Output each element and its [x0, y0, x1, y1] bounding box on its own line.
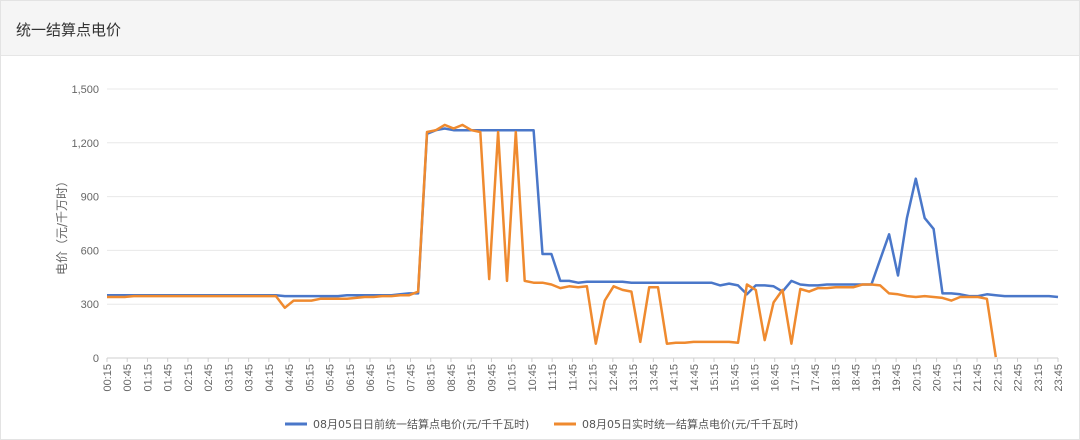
x-tick-label: 12:45 [608, 364, 620, 392]
x-tick-label: 03:45 [244, 364, 256, 392]
x-tick-label: 20:45 [932, 364, 944, 392]
legend-item-1[interactable]: 08月05日日前统一结算点电价(元/千千瓦时) [285, 417, 529, 431]
legend-item-2[interactable]: 08月05日实时统一结算点电价(元/千千瓦时) [554, 417, 798, 431]
x-tick-label: 14:15 [669, 364, 681, 392]
legend-label: 08月05日日前统一结算点电价(元/千千瓦时) [313, 417, 529, 431]
x-tick-label: 04:45 [284, 364, 296, 392]
x-tick-label: 23:45 [1053, 364, 1065, 392]
grid-lines [107, 88, 1058, 359]
y-axis-ticks: 0 300 600 900 1,200 1,500 [71, 84, 99, 365]
x-tick-label: 09:15 [466, 364, 478, 392]
series-line-1 [107, 127, 1059, 299]
x-tick-label: 13:15 [628, 364, 640, 392]
x-tick-label: 10:15 [507, 364, 519, 392]
y-tick-label: 600 [81, 245, 99, 257]
x-tick-label: 17:45 [810, 364, 822, 392]
x-tick-label: 21:45 [972, 364, 984, 392]
legend[interactable]: 08月05日日前统一结算点电价(元/千千瓦时) 08月05日实时统一结算点电价(元… [285, 417, 798, 431]
x-tick-label: 11:45 [567, 364, 579, 391]
panel-title: 统一结算点电价 [16, 21, 122, 39]
x-tick-label: 03:15 [223, 364, 235, 392]
x-tick-label: 08:15 [426, 364, 438, 392]
x-tick-label: 16:45 [770, 364, 782, 392]
x-tick-label: 06:45 [365, 364, 377, 392]
x-tick-label: 18:45 [851, 364, 863, 392]
x-tick-label: 22:45 [1013, 364, 1025, 392]
x-tick-label: 22:15 [992, 364, 1004, 392]
y-tick-label: 900 [81, 192, 99, 204]
x-tick-label: 16:15 [749, 364, 761, 392]
x-tick-label: 19:45 [891, 364, 903, 392]
x-tick-label: 15:15 [709, 364, 721, 392]
x-tick-label: 01:15 [142, 364, 154, 392]
x-tick-label: 10:45 [527, 364, 539, 392]
y-tick-label: 1,200 [71, 138, 99, 150]
x-tick-label: 01:45 [163, 364, 175, 392]
y-axis-title: 电价（元/千万时） [55, 175, 69, 275]
x-axis-ticks: 00:15 00:45 01:15 01:45 02:15 02:45 03:15 03:45… [102, 358, 1065, 392]
x-tick-label: 08:45 [446, 364, 458, 392]
legend-label: 08月05日实时统一结算点电价(元/千千瓦时) [582, 417, 798, 431]
panel-header: 统一结算点电价 [1, 1, 1079, 56]
x-tick-label: 20:15 [911, 364, 923, 392]
y-tick-label: 1,500 [71, 84, 99, 96]
y-tick-label: 300 [81, 299, 99, 311]
series-line-2 [107, 123, 998, 358]
x-tick-label: 00:15 [102, 364, 114, 392]
x-tick-label: 07:45 [406, 364, 418, 392]
x-tick-label: 06:15 [345, 364, 357, 392]
x-tick-label: 21:15 [952, 364, 964, 392]
y-tick-label: 0 [93, 353, 99, 365]
x-tick-label: 09:45 [486, 364, 498, 392]
x-tick-label: 02:45 [203, 364, 215, 392]
series-lines [107, 123, 1059, 358]
x-tick-label: 19:15 [871, 364, 883, 392]
x-tick-label: 17:15 [790, 364, 802, 392]
x-tick-label: 13:45 [648, 364, 660, 392]
x-tick-label: 05:15 [304, 364, 316, 392]
x-tick-label: 14:45 [689, 364, 701, 392]
x-tick-label: 02:15 [183, 364, 195, 392]
x-tick-label: 00:45 [122, 364, 134, 392]
x-tick-label: 15:45 [729, 364, 741, 392]
x-tick-label: 04:15 [264, 364, 276, 392]
x-tick-label: 23:15 [1033, 364, 1045, 392]
x-tick-label: 12:15 [588, 364, 600, 392]
x-tick-label: 07:15 [385, 364, 397, 392]
x-tick-label: 11:15 [547, 364, 559, 391]
x-tick-label: 05:45 [325, 364, 337, 392]
x-tick-label: 18:15 [830, 364, 842, 392]
